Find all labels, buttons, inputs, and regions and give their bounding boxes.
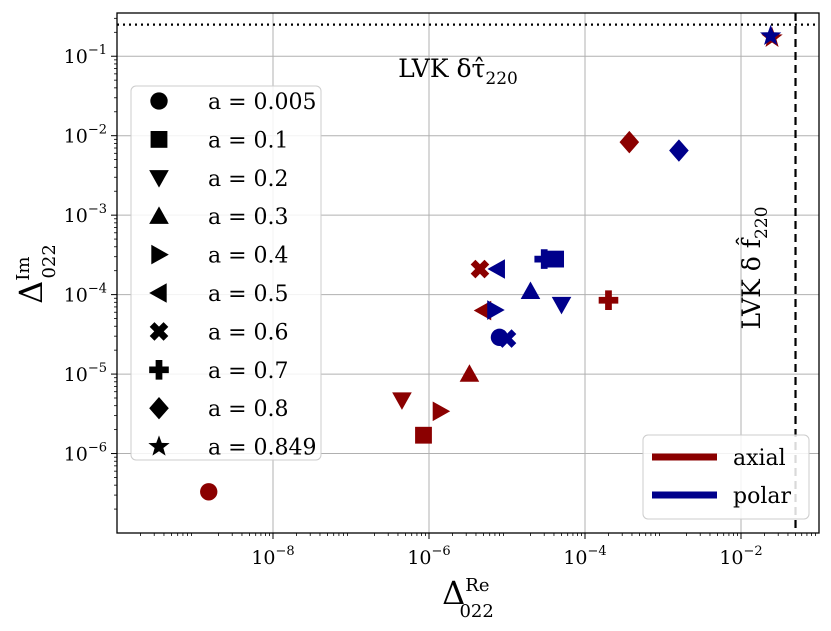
axial-point-a-0.2 [392,392,412,410]
legend-marker-x-filled [149,322,169,341]
y-tick-label: 10−1 [64,43,107,68]
y-tick-label: 10−6 [64,441,107,466]
x-tick-label: 10−4 [563,544,606,569]
legend-label-a-0.2: a = 0.2 [208,167,289,192]
legend-marker-triangle-up [149,206,169,224]
legend-label-a-0.7: a = 0.7 [208,359,289,384]
axial-point-a-0.5 [473,300,492,321]
polar-point-a-0.3 [520,281,541,300]
axial-point-a-0.3 [459,364,480,382]
axial-point-a-0.005 [200,483,218,501]
marker-legend: a = 0.005 a = 0.1 a = 0.2 a = 0.3 a = 0.4 a =… [130,85,322,461]
axes-frame [116,12,820,534]
legend-marker-triangle-right [151,244,169,265]
legend-label-polar: polar [733,484,791,509]
polar-point-a-0.4 [487,300,505,320]
legend-marker-star [148,435,170,456]
axial-point-a-0.4 [432,401,451,422]
polar-point-a-0.2 [551,296,572,315]
polar-point-a-0.7 [534,249,555,269]
legend-label-a-0.005: a = 0.005 [208,90,317,115]
y-tick-label: 10−3 [64,202,107,227]
polar-point-a-0.849 [760,24,782,46]
x-tick-label: 10−6 [407,544,450,569]
axial-point-a-0.1 [415,426,432,444]
legend-marker-triangle-down [149,170,169,188]
axial-point-a-0.7 [598,290,619,311]
marker-legend-box [130,85,322,461]
axial-point-a-0.6 [470,259,490,279]
legend-label-a-0.8: a = 0.8 [208,397,289,422]
legend-label-a-0.4: a = 0.4 [208,244,289,269]
polar-point-a-0.6 [497,329,517,348]
polar-point-a-0.5 [487,259,505,279]
legend-label-a-0.5: a = 0.5 [208,282,289,307]
y-tick-label: 10−5 [64,361,107,386]
legend-marker-plus-filled [149,360,169,380]
legend-marker-diamond [149,397,169,420]
polar-point-a-0.1 [547,250,565,268]
series-polar [487,24,782,348]
legend-label-a-0.3: a = 0.3 [208,205,289,230]
x-axis-label: ΔRe 022 [442,574,494,622]
legend-label-a-0.6: a = 0.6 [208,320,289,345]
polar-point-a-0.8 [669,139,689,162]
legend-label-a-0.849: a = 0.849 [208,436,317,461]
legend-marker-circle [150,92,168,110]
y-tick-label: 10−2 [64,123,107,148]
x-tick-label: 10−8 [251,544,294,569]
color-legend: axial polar [642,434,810,520]
axial-point-a-0.8 [619,130,640,154]
lvk-tau-label: LVK δτ̂220 [398,54,518,89]
x-tick-label: 10−2 [719,544,762,569]
legend-label-axial: axial [733,446,786,471]
legend-marker-triangle-left [149,283,167,303]
legend-marker-square [150,131,168,148]
legend-label-a-0.1: a = 0.1 [208,128,289,153]
y-axis-label: ΔIm 022 [12,244,60,304]
lvk-f-label: LVK δ f̂220 [737,206,772,329]
y-tick-label: 10−4 [64,282,107,307]
